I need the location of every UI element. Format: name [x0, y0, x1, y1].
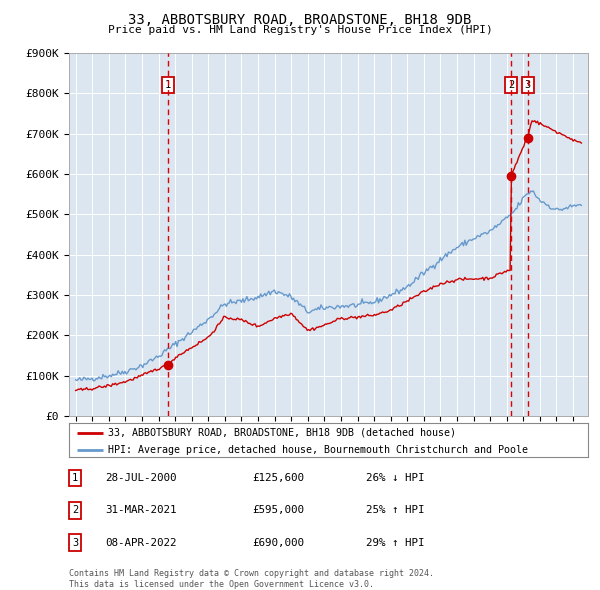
Text: 31-MAR-2021: 31-MAR-2021 — [105, 506, 176, 515]
Text: HPI: Average price, detached house, Bournemouth Christchurch and Poole: HPI: Average price, detached house, Bour… — [108, 445, 528, 455]
Text: £595,000: £595,000 — [252, 506, 304, 515]
Text: 3: 3 — [72, 538, 78, 548]
Text: 3: 3 — [524, 80, 531, 90]
Text: £125,600: £125,600 — [252, 473, 304, 483]
Text: 26% ↓ HPI: 26% ↓ HPI — [366, 473, 425, 483]
Text: Contains HM Land Registry data © Crown copyright and database right 2024.: Contains HM Land Registry data © Crown c… — [69, 569, 434, 578]
Text: Price paid vs. HM Land Registry's House Price Index (HPI): Price paid vs. HM Land Registry's House … — [107, 25, 493, 35]
Text: This data is licensed under the Open Government Licence v3.0.: This data is licensed under the Open Gov… — [69, 579, 374, 589]
Text: 33, ABBOTSBURY ROAD, BROADSTONE, BH18 9DB: 33, ABBOTSBURY ROAD, BROADSTONE, BH18 9D… — [128, 13, 472, 27]
Text: £690,000: £690,000 — [252, 538, 304, 548]
Text: 33, ABBOTSBURY ROAD, BROADSTONE, BH18 9DB (detached house): 33, ABBOTSBURY ROAD, BROADSTONE, BH18 9D… — [108, 428, 456, 438]
Text: 08-APR-2022: 08-APR-2022 — [105, 538, 176, 548]
Text: 29% ↑ HPI: 29% ↑ HPI — [366, 538, 425, 548]
Text: 2: 2 — [72, 506, 78, 515]
Text: 1: 1 — [165, 80, 171, 90]
Text: 25% ↑ HPI: 25% ↑ HPI — [366, 506, 425, 515]
Text: 1: 1 — [72, 473, 78, 483]
Text: 28-JUL-2000: 28-JUL-2000 — [105, 473, 176, 483]
Text: 2: 2 — [508, 80, 514, 90]
